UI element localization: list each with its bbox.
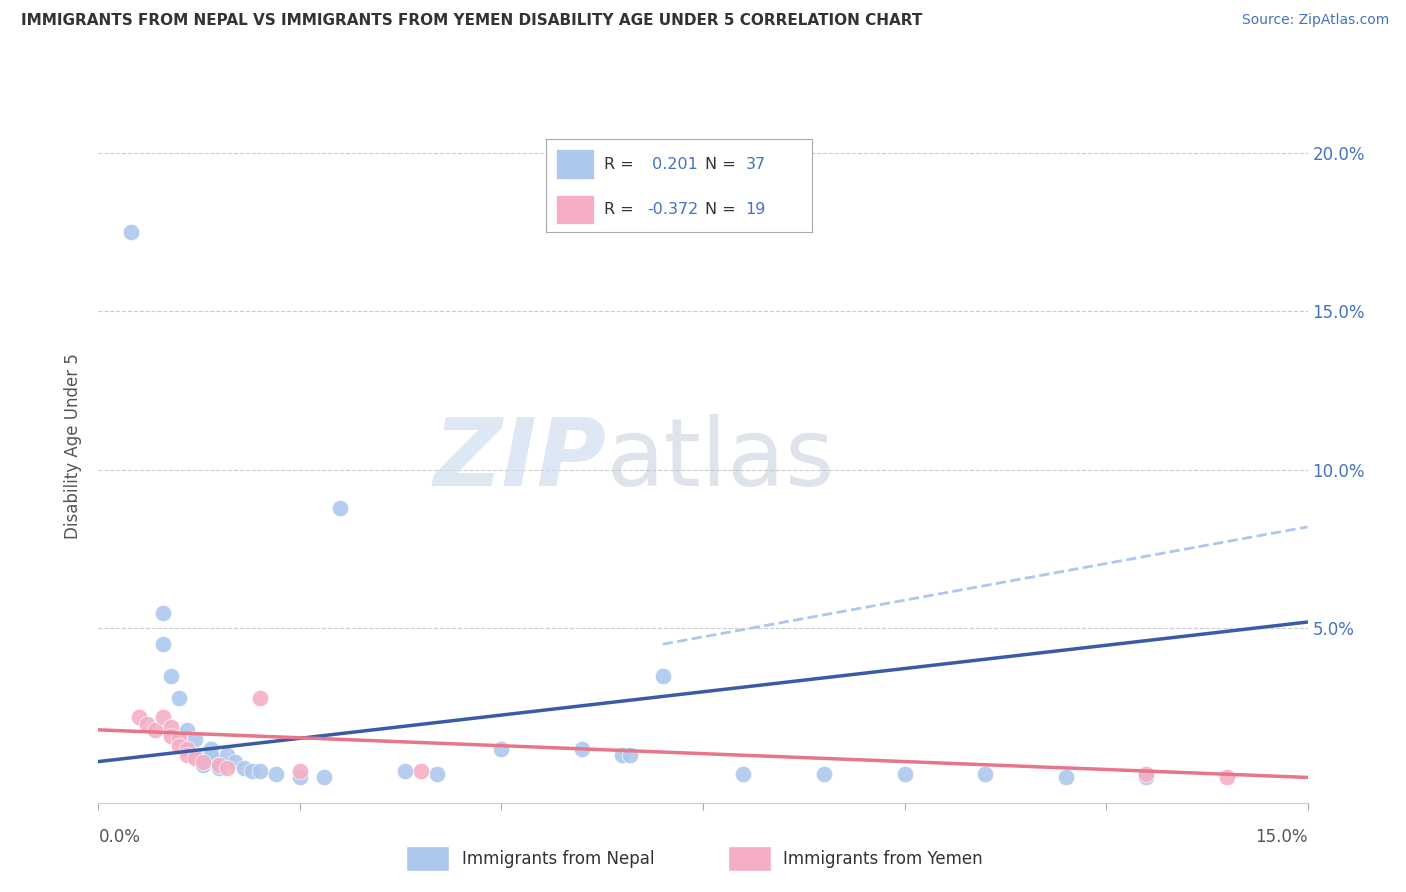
Point	[152, 637, 174, 651]
Text: 19: 19	[745, 202, 766, 217]
Bar	[728, 847, 770, 871]
Text: 0.0%: 0.0%	[98, 828, 141, 847]
Point	[176, 723, 198, 737]
Point	[329, 500, 352, 515]
Point	[264, 767, 287, 781]
Point	[571, 742, 593, 756]
Point	[288, 764, 311, 778]
Point	[974, 767, 997, 781]
Text: 37: 37	[745, 157, 765, 171]
Text: N =: N =	[706, 202, 737, 217]
Point	[160, 669, 183, 683]
Point	[733, 767, 755, 781]
Point	[651, 669, 673, 683]
Text: R =: R =	[605, 202, 634, 217]
Y-axis label: Disability Age Under 5: Disability Age Under 5	[65, 353, 83, 539]
Point	[249, 691, 271, 706]
Point	[1135, 771, 1157, 785]
Bar	[557, 149, 593, 179]
Bar	[557, 194, 593, 225]
Point	[193, 755, 215, 769]
Point	[167, 739, 190, 753]
Point	[813, 767, 835, 781]
Point	[200, 748, 222, 763]
Point	[217, 748, 239, 763]
Text: 0.201: 0.201	[647, 157, 697, 171]
Point	[152, 710, 174, 724]
Text: 15.0%: 15.0%	[1256, 828, 1308, 847]
Point	[314, 771, 336, 785]
Point	[409, 764, 432, 778]
Point	[612, 748, 634, 763]
Point	[167, 691, 190, 706]
Point	[184, 732, 207, 747]
Point	[208, 761, 231, 775]
Point	[288, 771, 311, 785]
Text: R =: R =	[605, 157, 634, 171]
Bar	[406, 847, 450, 871]
Point	[394, 764, 416, 778]
Point	[217, 761, 239, 775]
Text: atlas: atlas	[606, 414, 835, 507]
Point	[176, 748, 198, 763]
Point	[128, 710, 150, 724]
Point	[160, 720, 183, 734]
Point	[426, 767, 449, 781]
Point	[135, 716, 157, 731]
Point	[1135, 767, 1157, 781]
Point	[232, 761, 254, 775]
Point	[176, 742, 198, 756]
Point	[152, 606, 174, 620]
Point	[240, 764, 263, 778]
Point	[176, 742, 198, 756]
Point	[143, 723, 166, 737]
Point	[184, 748, 207, 763]
Text: Immigrants from Nepal: Immigrants from Nepal	[461, 849, 654, 868]
Point	[200, 742, 222, 756]
Point	[184, 751, 207, 765]
Point	[491, 742, 513, 756]
Point	[1216, 771, 1239, 785]
Point	[120, 225, 142, 239]
Point	[1054, 771, 1077, 785]
Point	[160, 729, 183, 743]
Text: Immigrants from Yemen: Immigrants from Yemen	[783, 849, 983, 868]
Point	[208, 757, 231, 772]
Text: N =: N =	[706, 157, 737, 171]
Text: IMMIGRANTS FROM NEPAL VS IMMIGRANTS FROM YEMEN DISABILITY AGE UNDER 5 CORRELATIO: IMMIGRANTS FROM NEPAL VS IMMIGRANTS FROM…	[21, 13, 922, 29]
Point	[224, 755, 246, 769]
Point	[249, 764, 271, 778]
Text: Source: ZipAtlas.com: Source: ZipAtlas.com	[1241, 13, 1389, 28]
Point	[193, 757, 215, 772]
Point	[208, 757, 231, 772]
Point	[619, 748, 641, 763]
Text: ZIP: ZIP	[433, 414, 606, 507]
Point	[193, 755, 215, 769]
Point	[893, 767, 915, 781]
Text: -0.372: -0.372	[647, 202, 699, 217]
Point	[167, 732, 190, 747]
